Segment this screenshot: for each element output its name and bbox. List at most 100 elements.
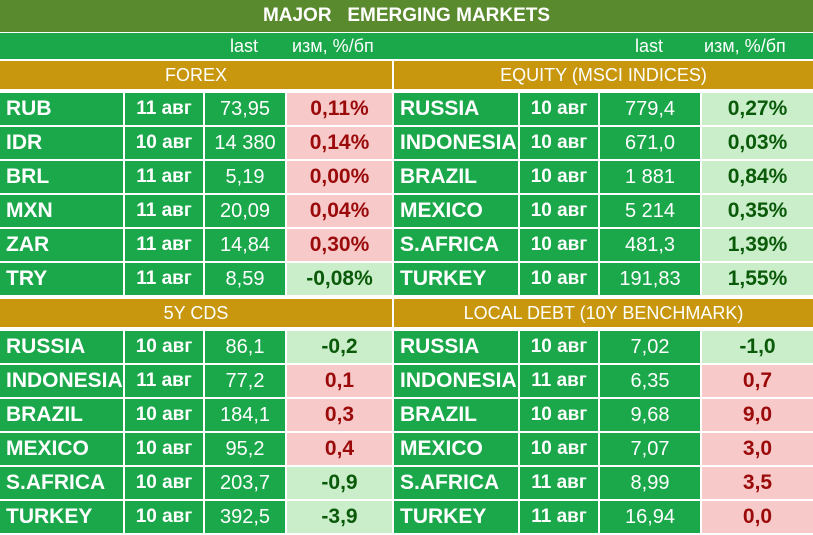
equity-row-name: INDONESIA bbox=[394, 127, 518, 159]
equity-row-last: 671,0 bbox=[600, 127, 700, 159]
equity-row-date: 10 авг bbox=[520, 127, 598, 159]
cds-row-last: 203,7 bbox=[205, 467, 285, 499]
cds-row-name: S.AFRICA bbox=[0, 467, 123, 499]
forex-row-change: 0,11% bbox=[287, 93, 392, 125]
equity-row-name: MEXICO bbox=[394, 195, 518, 227]
debt-row-last: 9,68 bbox=[600, 399, 700, 431]
equity-row-name: BRAZIL bbox=[394, 161, 518, 193]
equity-row-change: 0,84% bbox=[702, 161, 813, 193]
equity-row-name: RUSSIA bbox=[394, 93, 518, 125]
forex-row-change: 0,04% bbox=[287, 195, 392, 227]
forex-row-change: 0,14% bbox=[287, 127, 392, 159]
forex-row-last: 14 380 bbox=[205, 127, 285, 159]
cds-row-change: 0,3 bbox=[287, 399, 392, 431]
forex-row-last: 8,59 bbox=[205, 263, 285, 295]
forex-row-date: 11 авг bbox=[125, 229, 203, 261]
cds-row-last: 95,2 bbox=[205, 433, 285, 465]
cds-row-date: 10 авг bbox=[125, 433, 203, 465]
debt-row-last: 16,94 bbox=[600, 501, 700, 533]
equity-row-name: TURKEY bbox=[394, 263, 518, 295]
equity-row-change: 0,27% bbox=[702, 93, 813, 125]
debt-row-change: 0,7 bbox=[702, 365, 813, 397]
equity-row-date: 10 авг bbox=[520, 93, 598, 125]
debt-row-date: 11 авг bbox=[520, 501, 598, 533]
equity-row-name: S.AFRICA bbox=[394, 229, 518, 261]
equity-row-change: 0,35% bbox=[702, 195, 813, 227]
forex-row-name: TRY bbox=[0, 263, 123, 295]
forex-row-date: 10 авг bbox=[125, 127, 203, 159]
last-header-right: last bbox=[635, 36, 664, 56]
debt-row-change: 3,0 bbox=[702, 433, 813, 465]
equity-row-change: 1,39% bbox=[702, 229, 813, 261]
forex-row-name: MXN bbox=[0, 195, 123, 227]
cds-row-name: INDONESIA bbox=[0, 365, 123, 397]
forex-row-name: ZAR bbox=[0, 229, 123, 261]
debt-row-date: 11 авг bbox=[520, 365, 598, 397]
equity-row-last: 191,83 bbox=[600, 263, 700, 295]
forex-row-date: 11 авг bbox=[125, 195, 203, 227]
debt-row-last: 6,35 bbox=[600, 365, 700, 397]
cds-row-date: 10 авг bbox=[125, 331, 203, 363]
forex-row-last: 20,09 bbox=[205, 195, 285, 227]
last-header-left: last bbox=[230, 36, 259, 56]
cds-row-last: 392,5 bbox=[205, 501, 285, 533]
forex-row-date: 11 авг bbox=[125, 93, 203, 125]
cds-row-date: 10 авг bbox=[125, 399, 203, 431]
cds-row-name: MEXICO bbox=[0, 433, 123, 465]
cds-row-name: BRAZIL bbox=[0, 399, 123, 431]
forex-row-change: -0,08% bbox=[287, 263, 392, 295]
equity-row-date: 10 авг bbox=[520, 229, 598, 261]
change-header-left: изм, %/бп bbox=[292, 36, 374, 56]
debt-row-name: TURKEY bbox=[394, 501, 518, 533]
section-cds: 5Y CDS bbox=[0, 299, 392, 327]
forex-row-name: IDR bbox=[0, 127, 123, 159]
equity-row-date: 10 авг bbox=[520, 263, 598, 295]
cds-row-date: 10 авг bbox=[125, 467, 203, 499]
cds-row-change: -0,2 bbox=[287, 331, 392, 363]
debt-row-date: 10 авг bbox=[520, 399, 598, 431]
forex-row-name: BRL bbox=[0, 161, 123, 193]
column-header-row: last изм, %/бп last изм, %/бп bbox=[0, 33, 813, 59]
forex-row-change: 0,00% bbox=[287, 161, 392, 193]
cds-row-change: 0,4 bbox=[287, 433, 392, 465]
debt-row-change: -1,0 bbox=[702, 331, 813, 363]
debt-row-name: S.AFRICA bbox=[394, 467, 518, 499]
cds-row-date: 11 авг bbox=[125, 365, 203, 397]
equity-row-last: 1 881 bbox=[600, 161, 700, 193]
cds-row-last: 77,2 bbox=[205, 365, 285, 397]
debt-row-change: 0,0 bbox=[702, 501, 813, 533]
forex-row-date: 11 авг bbox=[125, 161, 203, 193]
table-title: MAJOR EMERGING MARKETS bbox=[0, 0, 813, 32]
cds-row-last: 86,1 bbox=[205, 331, 285, 363]
forex-row-last: 5,19 bbox=[205, 161, 285, 193]
debt-row-date: 11 авг bbox=[520, 467, 598, 499]
debt-row-name: BRAZIL bbox=[394, 399, 518, 431]
debt-row-name: INDONESIA bbox=[394, 365, 518, 397]
debt-row-last: 7,07 bbox=[600, 433, 700, 465]
section-forex: FOREX bbox=[0, 61, 392, 89]
section-local-debt: LOCAL DEBT (10Y BENCHMARK) bbox=[394, 299, 813, 327]
debt-row-change: 9,0 bbox=[702, 399, 813, 431]
debt-row-name: RUSSIA bbox=[394, 331, 518, 363]
equity-row-date: 10 авг bbox=[520, 195, 598, 227]
forex-row-last: 73,95 bbox=[205, 93, 285, 125]
equity-row-change: 0,03% bbox=[702, 127, 813, 159]
equity-row-date: 10 авг bbox=[520, 161, 598, 193]
debt-row-last: 7,02 bbox=[600, 331, 700, 363]
cds-row-change: -0,9 bbox=[287, 467, 392, 499]
cds-row-name: RUSSIA bbox=[0, 331, 123, 363]
cds-row-change: -3,9 bbox=[287, 501, 392, 533]
debt-row-date: 10 авг bbox=[520, 433, 598, 465]
forex-row-last: 14,84 bbox=[205, 229, 285, 261]
cds-row-date: 10 авг bbox=[125, 501, 203, 533]
change-header-right: изм, %/бп bbox=[704, 36, 786, 56]
equity-row-last: 481,3 bbox=[600, 229, 700, 261]
forex-row-date: 11 авг bbox=[125, 263, 203, 295]
debt-row-date: 10 авг bbox=[520, 331, 598, 363]
equity-row-last: 5 214 bbox=[600, 195, 700, 227]
equity-row-last: 779,4 bbox=[600, 93, 700, 125]
debt-row-change: 3,5 bbox=[702, 467, 813, 499]
debt-row-last: 8,99 bbox=[600, 467, 700, 499]
debt-row-name: MEXICO bbox=[394, 433, 518, 465]
